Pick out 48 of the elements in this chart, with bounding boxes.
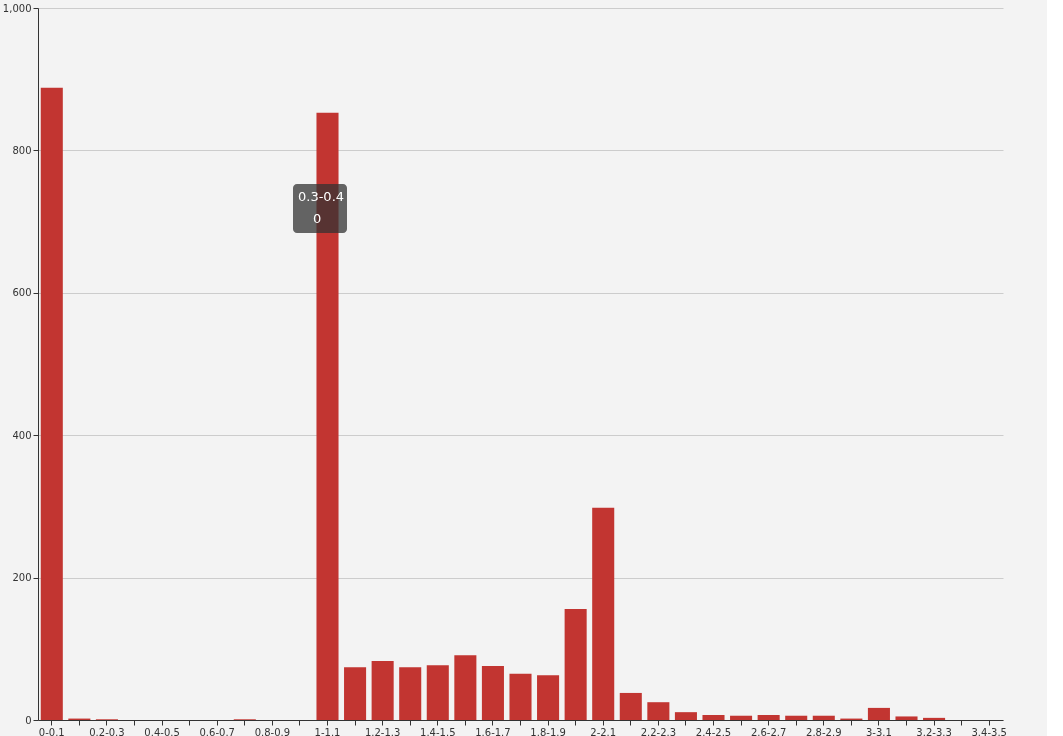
bar bbox=[399, 667, 422, 720]
x-tick-label: 3.2-3.3 bbox=[916, 726, 952, 736]
x-tick-label: 1-1.1 bbox=[314, 726, 341, 736]
bar bbox=[812, 715, 835, 720]
x-tick-label: 1.4-1.5 bbox=[420, 726, 456, 736]
x-tick-label: 2.8-2.9 bbox=[806, 726, 842, 736]
bar bbox=[923, 717, 946, 720]
bar bbox=[564, 608, 587, 720]
bar bbox=[344, 667, 367, 720]
x-tick-label: 1.6-1.7 bbox=[475, 726, 511, 736]
bar bbox=[371, 660, 394, 720]
y-tick-label: 0 bbox=[25, 714, 32, 726]
x-tick-label: 0-0.1 bbox=[38, 726, 65, 736]
bar bbox=[674, 712, 697, 720]
bar bbox=[592, 507, 615, 720]
x-tick-label: 0.4-0.5 bbox=[144, 726, 180, 736]
bar bbox=[702, 715, 725, 720]
bar bbox=[895, 716, 918, 720]
bar bbox=[867, 707, 890, 720]
bar bbox=[730, 715, 753, 720]
bar bbox=[426, 665, 449, 720]
bar bbox=[785, 715, 808, 720]
bar bbox=[481, 665, 504, 720]
bar bbox=[40, 87, 63, 720]
y-tick-label: 400 bbox=[12, 429, 32, 441]
bar bbox=[537, 675, 560, 720]
x-tick-label: 0.2-0.3 bbox=[89, 726, 125, 736]
bar bbox=[757, 715, 780, 720]
y-tick-label: 600 bbox=[12, 287, 32, 299]
y-tick-label: 1,000 bbox=[2, 2, 32, 14]
x-tick-label: 2-2.1 bbox=[590, 726, 617, 736]
x-tick-label: 2.6-2.7 bbox=[750, 726, 787, 736]
y-tick-label: 800 bbox=[12, 144, 32, 156]
bar bbox=[454, 655, 477, 720]
x-tick-label: 0.8-0.9 bbox=[254, 726, 291, 736]
y-tick-label: 200 bbox=[12, 572, 32, 584]
annotation: 0.3-0.4 bbox=[298, 189, 345, 204]
x-tick-label: 1.8-1.9 bbox=[530, 726, 566, 736]
annotation: 0 bbox=[313, 211, 322, 226]
x-tick-label: 2.4-2.5 bbox=[695, 726, 732, 736]
x-tick-label: 3-3.1 bbox=[865, 726, 892, 736]
x-tick-label: 0.6-0.7 bbox=[199, 726, 235, 736]
x-tick-label: 3.4-3.5 bbox=[971, 726, 1007, 736]
bar bbox=[647, 702, 670, 720]
x-tick-label: 2.2-2.3 bbox=[640, 726, 677, 736]
bar bbox=[509, 673, 532, 720]
x-tick-label: 1.2-1.3 bbox=[364, 726, 401, 736]
bar bbox=[619, 692, 642, 720]
